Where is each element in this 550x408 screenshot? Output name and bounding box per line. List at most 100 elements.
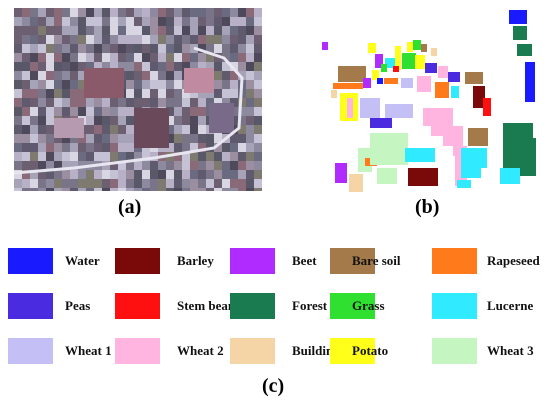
sar-tile (46, 179, 54, 188)
sar-tile (54, 89, 62, 98)
sar-tile (182, 134, 190, 143)
sar-tile (230, 53, 238, 62)
sar-tile (70, 44, 78, 53)
sar-tile (78, 143, 86, 152)
sar-tile (182, 107, 190, 116)
sar-tile (110, 107, 118, 116)
sar-tile (158, 170, 166, 179)
ground-truth-field (333, 83, 363, 89)
sar-tile (54, 188, 62, 191)
sar-tile (142, 44, 150, 53)
sar-tile (254, 62, 262, 71)
sar-tile (102, 44, 110, 53)
sar-tile (118, 170, 126, 179)
sar-tile (254, 8, 262, 17)
sar-tile (78, 80, 86, 89)
sar-tile (182, 170, 190, 179)
sar-tile (62, 53, 70, 62)
sar-tile (86, 8, 94, 17)
ground-truth-field (381, 64, 387, 72)
sar-tile (214, 179, 222, 188)
sar-tile (150, 71, 158, 80)
sar-tile (102, 143, 110, 152)
sar-tile (254, 134, 262, 143)
sar-tile (246, 116, 254, 125)
sar-tile (22, 125, 30, 134)
sar-tile (230, 161, 238, 170)
ground-truth-field (513, 26, 527, 40)
sar-tile (174, 188, 182, 191)
sar-tile (246, 35, 254, 44)
legend-label: Lucerne (487, 298, 534, 313)
sar-tile (158, 17, 166, 26)
sar-tile (190, 125, 198, 134)
sar-tile (246, 8, 254, 17)
sar-tile (190, 35, 198, 44)
sar-tile (198, 170, 206, 179)
sar-tile (246, 143, 254, 152)
sar-tile (102, 62, 110, 71)
sar-tile (238, 116, 246, 125)
sar-tile (38, 53, 46, 62)
sar-tile (94, 53, 102, 62)
sar-tile (174, 62, 182, 71)
sar-tile (22, 35, 30, 44)
sar-tile (166, 62, 174, 71)
sar-tile (62, 179, 70, 188)
sar-tile (38, 125, 46, 134)
sar-tile (174, 71, 182, 80)
sar-tile (62, 80, 70, 89)
sar-tile (78, 170, 86, 179)
sar-tile (54, 35, 62, 44)
sar-tile (150, 53, 158, 62)
sar-tile (254, 188, 262, 191)
sar-tile (70, 26, 78, 35)
sar-tile (206, 62, 214, 71)
sar-tile (94, 125, 102, 134)
sar-tile (102, 17, 110, 26)
sar-tile (134, 89, 142, 98)
sar-tile (150, 89, 158, 98)
sar-tile (158, 44, 166, 53)
sar-tile (182, 89, 190, 98)
sar-tile (38, 179, 46, 188)
sar-tile (254, 170, 262, 179)
sar-tile (94, 62, 102, 71)
sar-tile (150, 8, 158, 17)
ground-truth-field (377, 168, 397, 184)
sar-tile (70, 161, 78, 170)
sar-tile (166, 170, 174, 179)
sar-tile (142, 62, 150, 71)
sar-tile (30, 17, 38, 26)
sar-tile (166, 161, 174, 170)
sar-tile (94, 35, 102, 44)
sar-tile (46, 62, 54, 71)
sar-tile (86, 125, 94, 134)
ground-truth-field (431, 48, 437, 56)
sar-tile (142, 98, 150, 107)
sar-tile (118, 116, 126, 125)
sar-tile (30, 44, 38, 53)
ground-truth-field (425, 63, 437, 73)
sar-tile (110, 17, 118, 26)
sar-tile (30, 35, 38, 44)
sar-tile (206, 188, 214, 191)
sar-tile (22, 44, 30, 53)
sar-tile (102, 152, 110, 161)
sar-tile (230, 26, 238, 35)
ground-truth-field (461, 148, 481, 178)
sar-tile (238, 53, 246, 62)
sar-tile (198, 8, 206, 17)
sar-tile (22, 116, 30, 125)
sar-tile (94, 107, 102, 116)
sar-tile (238, 179, 246, 188)
sar-tile (94, 188, 102, 191)
sar-tile (126, 62, 134, 71)
sar-tile (174, 116, 182, 125)
sar-tile (134, 35, 142, 44)
sar-tile (54, 179, 62, 188)
ground-truth-field (443, 126, 455, 146)
sar-tile (62, 107, 70, 116)
sar-tile (214, 44, 222, 53)
sar-tile (134, 161, 142, 170)
